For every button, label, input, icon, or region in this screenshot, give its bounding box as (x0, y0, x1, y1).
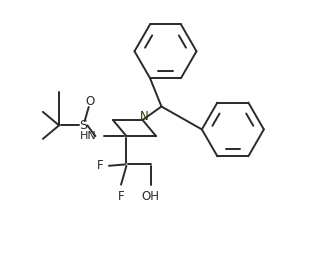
Text: F: F (97, 159, 104, 172)
Text: S: S (79, 119, 87, 132)
Text: F: F (118, 190, 124, 203)
Text: O: O (85, 95, 94, 108)
Text: HN: HN (80, 131, 97, 141)
Text: OH: OH (142, 190, 160, 203)
Text: N: N (140, 110, 148, 123)
